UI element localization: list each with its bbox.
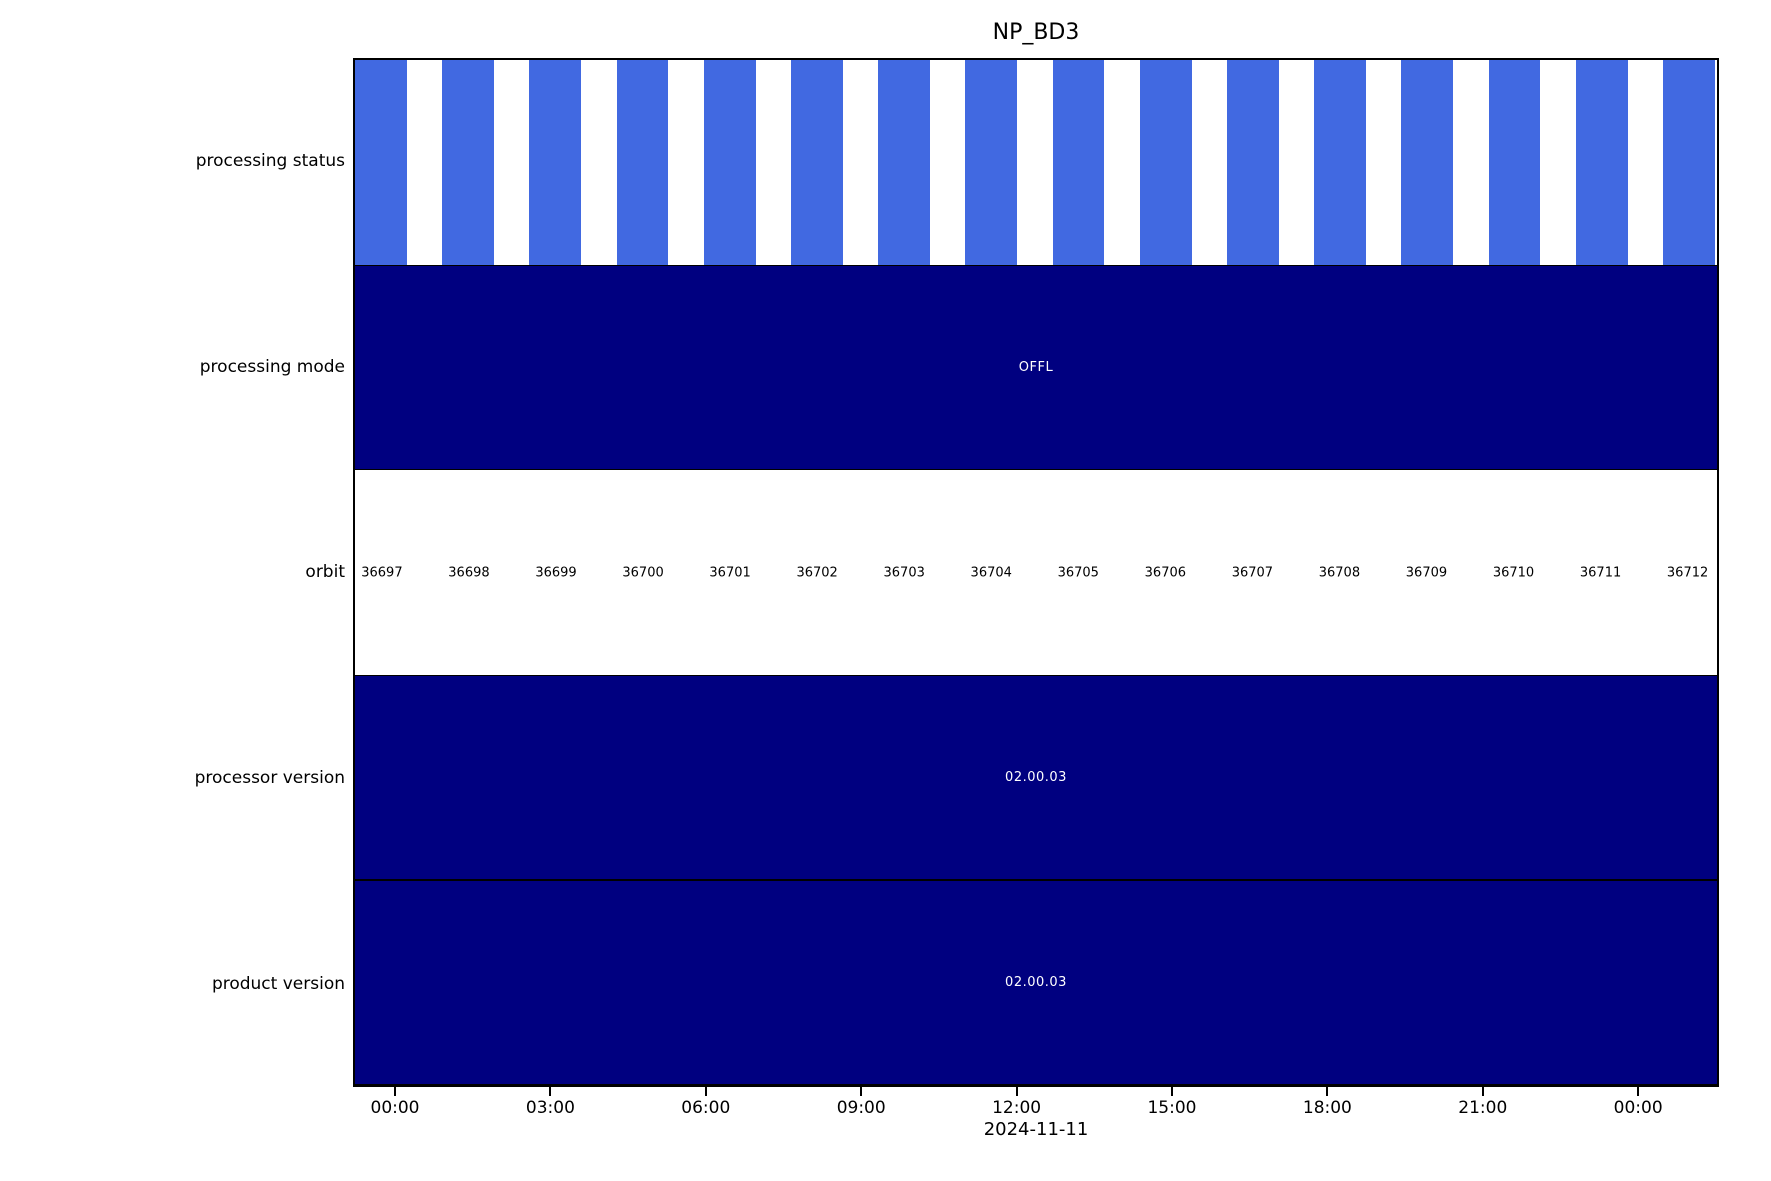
status-bar xyxy=(703,60,756,265)
row-processing-status xyxy=(355,60,1717,265)
status-bar xyxy=(1662,60,1715,265)
status-bar xyxy=(790,60,843,265)
orbit-number: 36709 xyxy=(1405,565,1448,580)
product-version-value: 02.00.03 xyxy=(1005,975,1067,990)
orbit-number: 36707 xyxy=(1231,565,1274,580)
row-label-processing-mode: processing mode xyxy=(199,357,345,377)
plot-area: OFFL 36697 36698 36699 36700 36701 36702 36703… xyxy=(353,58,1719,1087)
x-tick-mark xyxy=(1170,1087,1173,1096)
x-tick-mark xyxy=(1481,1087,1484,1096)
x-tick-label: 21:00 xyxy=(1458,1098,1508,1118)
row-processor-version: 02.00.03 xyxy=(355,675,1717,880)
orbit-number: 36700 xyxy=(622,565,664,580)
orbit-number: 36703 xyxy=(883,565,925,580)
orbit-number: 36706 xyxy=(1144,565,1187,580)
row-label-orbit: orbit xyxy=(305,562,345,582)
orbit-number: 36712 xyxy=(1666,565,1709,580)
x-axis: 00:00 03:00 06:00 09:00 12:00 15:00 18:00 21:00… xyxy=(353,1087,1719,1127)
x-tick-mark xyxy=(1637,1087,1640,1096)
x-tick-label: 00:00 xyxy=(1613,1098,1663,1118)
x-tick-label: 15:00 xyxy=(1147,1098,1197,1118)
status-bar xyxy=(1575,60,1628,265)
status-bar xyxy=(616,60,669,265)
status-bar xyxy=(1139,60,1192,265)
status-bar xyxy=(965,60,1018,265)
x-tick-mark xyxy=(1015,1087,1018,1096)
x-tick-label: 03:00 xyxy=(525,1098,575,1118)
orbit-number: 36697 xyxy=(361,565,403,580)
status-bar xyxy=(355,60,407,265)
orbit-number: 36711 xyxy=(1579,565,1622,580)
chart-title: NP_BD3 xyxy=(992,20,1080,45)
orbit-number: 36699 xyxy=(535,565,577,580)
x-tick-label: 00:00 xyxy=(370,1098,420,1118)
x-tick-mark xyxy=(394,1087,396,1096)
status-bar xyxy=(529,60,582,265)
x-tick-label: 18:00 xyxy=(1302,1098,1352,1118)
status-bar xyxy=(1314,60,1366,265)
status-bar xyxy=(1401,60,1454,265)
status-bar xyxy=(878,60,930,265)
x-tick-label: 09:00 xyxy=(836,1098,886,1118)
orbit-number: 36708 xyxy=(1318,565,1361,580)
orbit-number: 36698 xyxy=(448,565,490,580)
processing-mode-value: OFFL xyxy=(1018,360,1054,375)
row-label-processing-status: processing status xyxy=(195,151,345,171)
processor-version-value: 02.00.03 xyxy=(1005,770,1067,785)
x-tick-mark xyxy=(1326,1087,1329,1096)
orbit-number: 36704 xyxy=(970,565,1012,580)
x-tick-label: 12:00 xyxy=(992,1098,1042,1118)
status-bar xyxy=(1052,60,1105,265)
row-processing-mode: OFFL xyxy=(355,265,1717,470)
row-label-processor-version: processor version xyxy=(194,768,345,788)
orbit-number: 36705 xyxy=(1057,565,1099,580)
status-bar xyxy=(442,60,495,265)
x-tick-mark xyxy=(549,1087,552,1096)
x-tick-mark xyxy=(704,1087,707,1096)
orbit-number: 36702 xyxy=(796,565,838,580)
x-tick-label: 06:00 xyxy=(681,1098,731,1118)
orbit-number: 36701 xyxy=(709,565,751,580)
row-label-product-version: product version xyxy=(211,974,345,994)
status-bar xyxy=(1226,60,1279,265)
x-tick-mark xyxy=(860,1087,863,1096)
row-product-version: 02.00.03 xyxy=(355,880,1717,1085)
row-orbit: 36697 36698 36699 36700 36701 36702 36703 36704… xyxy=(355,470,1717,675)
x-axis-date-label: 2024-11-11 xyxy=(983,1119,1089,1140)
status-bar xyxy=(1488,60,1541,265)
orbit-number: 36710 xyxy=(1492,565,1535,580)
